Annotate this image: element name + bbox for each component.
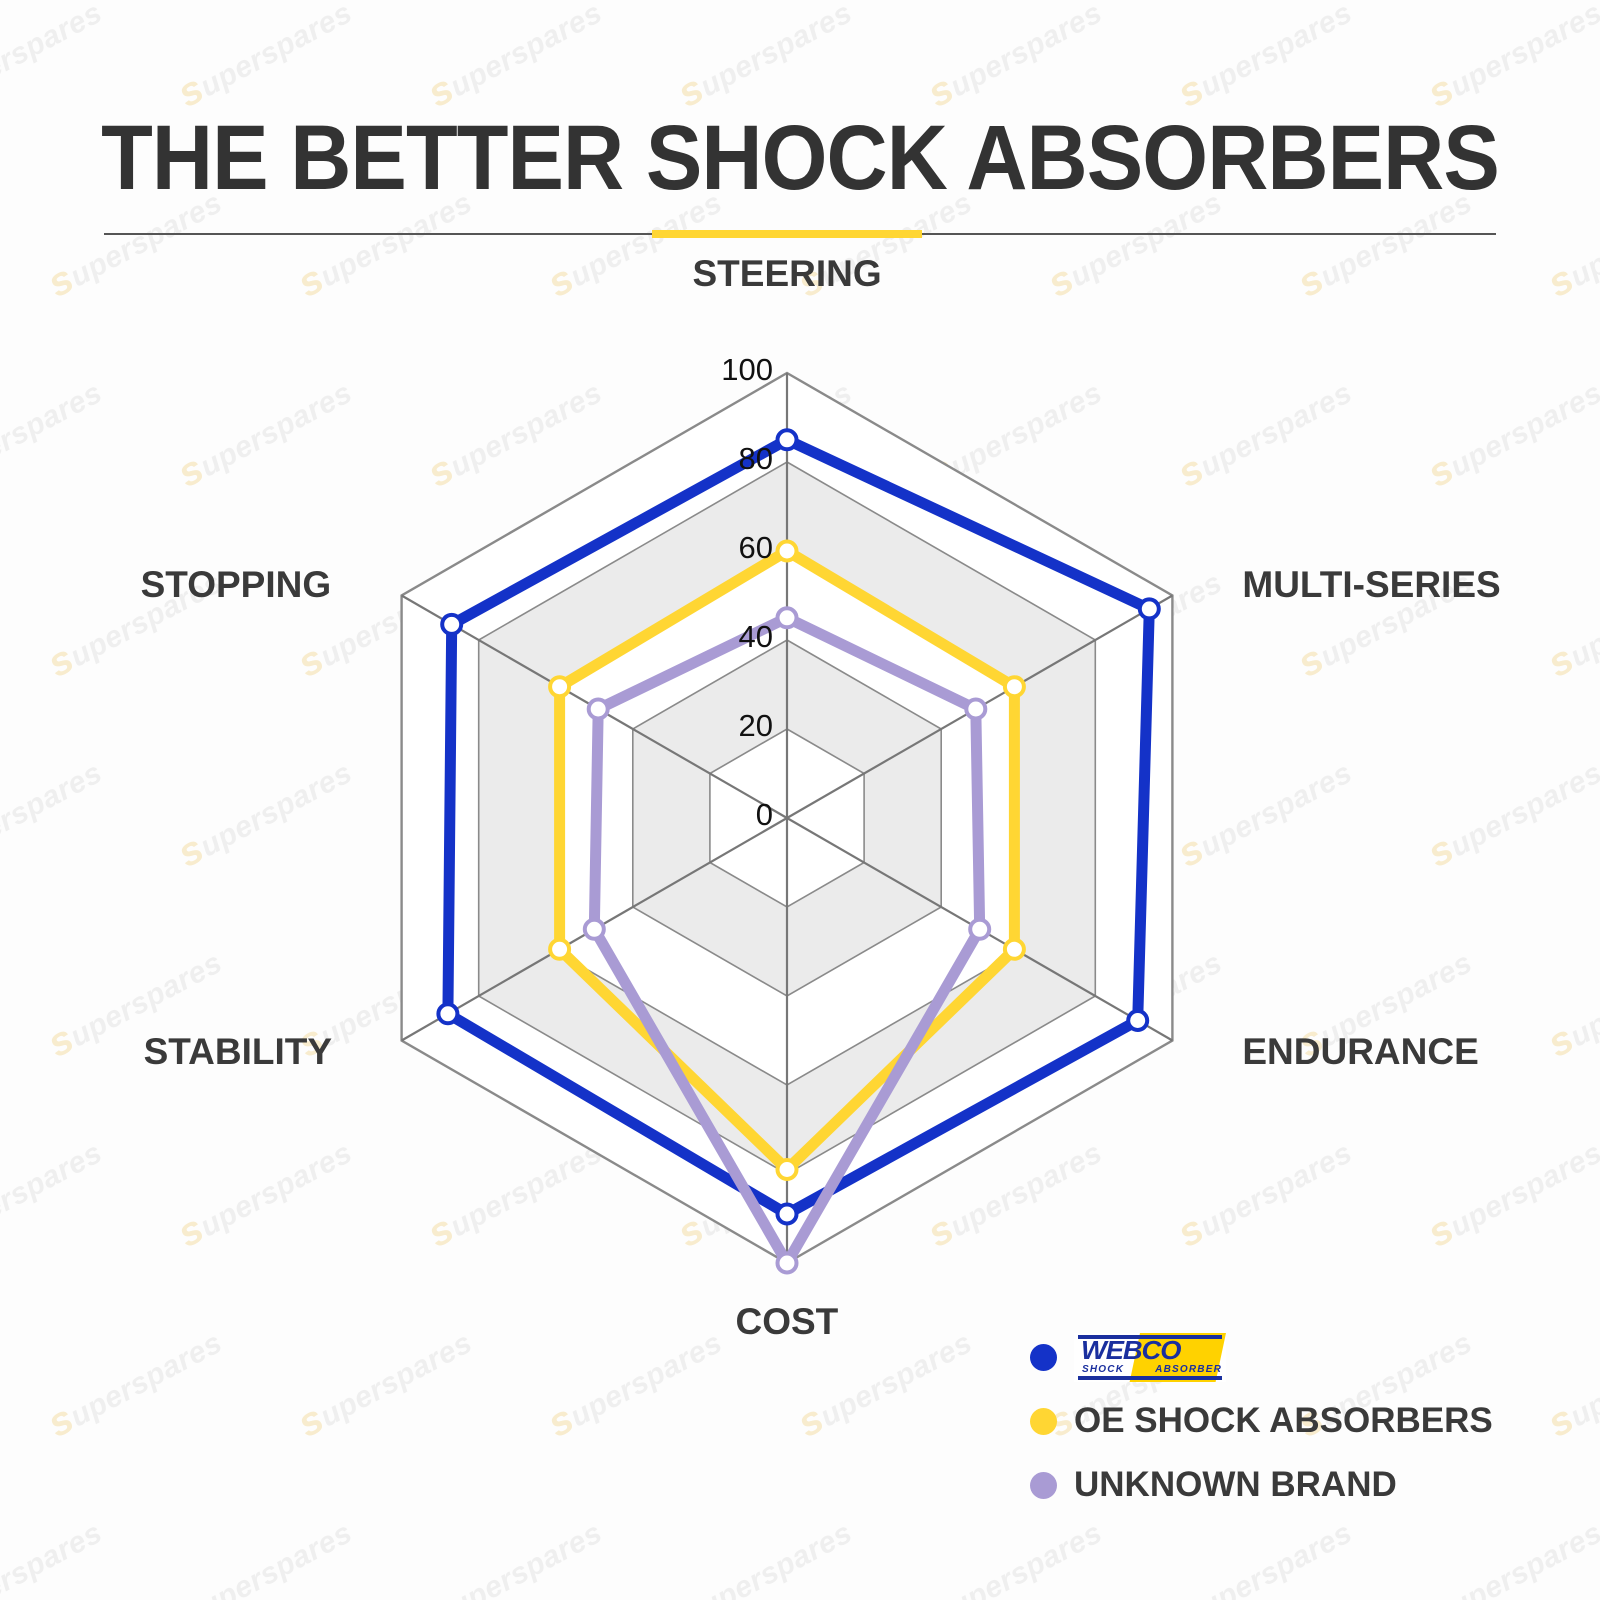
- series-point: [586, 697, 610, 721]
- series-point: [775, 606, 799, 630]
- series-point: [548, 937, 572, 961]
- legend-item[interactable]: WEBCO SHOCK ABSORBER: [1030, 1325, 1493, 1389]
- legend-label: OE SHOCK ABSORBERS: [1074, 1401, 1493, 1440]
- series-point: [1002, 937, 1026, 961]
- series-point: [968, 917, 992, 941]
- tick-label: 40: [738, 619, 773, 654]
- series-point: [1126, 1009, 1150, 1032]
- axis-label-endurance: ENDURANCE: [1242, 1030, 1479, 1072]
- series-point: [775, 1251, 799, 1275]
- axis-label-stability: STABILITY: [143, 1030, 333, 1072]
- axis-label-multi-series: MULTI-SERIES: [1242, 563, 1501, 605]
- legend-item[interactable]: UNKNOWN BRAND: [1030, 1453, 1493, 1517]
- logo-subtitle-left: SHOCK: [1082, 1363, 1125, 1375]
- webco-logo: WEBCO SHOCK ABSORBER: [1074, 1332, 1226, 1382]
- grid-band: [632, 640, 942, 996]
- axis-label-stopping: STOPPING: [140, 563, 332, 605]
- axis-label-cost: COST: [735, 1301, 839, 1342]
- series-point: [582, 917, 606, 941]
- logo-top-bar: [1078, 1334, 1222, 1339]
- legend-color-dot: [1030, 1471, 1057, 1499]
- tick-label: 100: [721, 352, 773, 387]
- page-title: THE BETTER SHOCK ABSORBERS: [101, 107, 1500, 209]
- tick-label: 80: [738, 441, 773, 476]
- legend-color-dot: [1030, 1407, 1057, 1435]
- logo-subtitle-right: ABSORBER: [1155, 1363, 1222, 1375]
- tick-label: 0: [755, 797, 773, 832]
- series-point: [775, 428, 799, 452]
- series-point: [436, 1002, 460, 1026]
- logo-subtitle: SHOCK ABSORBER: [1082, 1364, 1222, 1375]
- divider-accent: [652, 230, 922, 238]
- series-point: [1137, 597, 1161, 621]
- series-point: [548, 675, 572, 699]
- tick-label: 20: [738, 708, 773, 743]
- title-divider: [104, 230, 1496, 238]
- tick-label: 60: [738, 530, 773, 565]
- series-point: [775, 1202, 799, 1226]
- legend-item[interactable]: OE SHOCK ABSORBERS: [1030, 1389, 1493, 1453]
- series-point: [1002, 675, 1026, 699]
- grid-band: [555, 551, 1019, 1085]
- series-point: [964, 697, 988, 721]
- series-point: [775, 1158, 799, 1181]
- logo-bottom-bar: [1078, 1375, 1222, 1380]
- logo-wordmark: WEBCO: [1081, 1334, 1181, 1365]
- chart-legend: WEBCO SHOCK ABSORBER OE SHOCK ABSORBERS UNKN…: [1030, 1325, 1493, 1517]
- series-point: [775, 539, 799, 563]
- series-point: [440, 612, 464, 636]
- legend-color-dot: [1030, 1343, 1057, 1371]
- legend-label: UNKNOWN BRAND: [1074, 1465, 1397, 1504]
- axis-label-steering: STEERING: [692, 253, 882, 294]
